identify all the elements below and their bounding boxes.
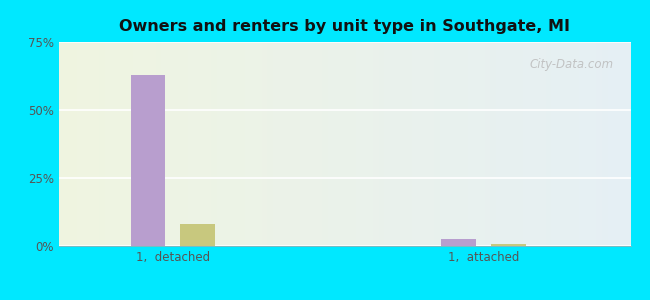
Bar <box>491 244 526 246</box>
Bar <box>180 224 215 246</box>
Title: Owners and renters by unit type in Southgate, MI: Owners and renters by unit type in South… <box>119 19 570 34</box>
Bar <box>131 75 166 246</box>
Bar <box>441 239 476 246</box>
Text: City-Data.com: City-Data.com <box>529 58 614 71</box>
